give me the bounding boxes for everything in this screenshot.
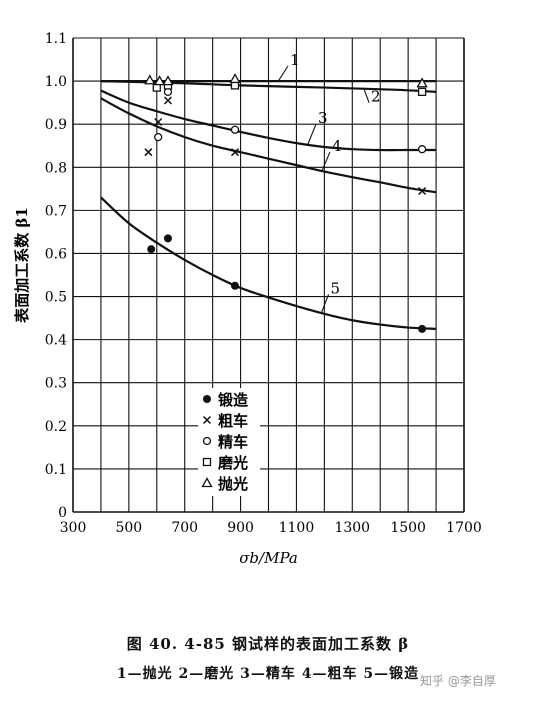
figure-caption-legend: 1—抛光 2—磨光 3—精车 4—粗车 5—锻造 (116, 666, 420, 682)
y-tick-label: 0.6 (45, 246, 67, 262)
cross-stroke (144, 148, 153, 157)
y-tick-label: 0.9 (45, 117, 67, 133)
legend-label: 锻造 (218, 391, 248, 409)
legend-item: 磨光 (202, 454, 248, 472)
cross-stroke (163, 96, 172, 105)
cross-stroke (418, 186, 427, 196)
grid (72, 37, 465, 513)
y-tick-label: 0.7 (45, 203, 67, 219)
marker-dot (163, 234, 172, 243)
marker-dot (230, 281, 239, 290)
curve-label-4: 4 (332, 137, 342, 155)
y-tick-label: 0.5 (45, 290, 67, 306)
marker-triangle (153, 75, 166, 86)
curve-leader-3 (307, 123, 317, 146)
marker-square (417, 87, 427, 97)
marker-dot (147, 245, 156, 254)
curve-label-1: 1 (290, 51, 300, 69)
y-tick-label: 1.0 (45, 74, 67, 90)
cross-stroke (230, 148, 240, 157)
legend-marker-triangle (201, 477, 213, 488)
x-tick-label: 1300 (334, 520, 370, 536)
marker-cross (163, 96, 172, 105)
curve-leader-5 (321, 294, 330, 313)
x-tick-label: 1100 (279, 520, 315, 536)
x-tick-label: 1700 (446, 520, 482, 536)
x-axis-label: σb/MPa (239, 549, 298, 567)
x-tick-label: 700 (171, 520, 198, 536)
marker-cross (154, 117, 163, 127)
marker-circle (417, 145, 427, 154)
legend-marker-circle (202, 436, 212, 446)
legend-item: 锻造 (203, 391, 248, 409)
curve-leader-4 (321, 151, 331, 172)
chart-area: 0 0.1 0.2 0.3 0.4 0.5 0.6 0.7 0.8 0.9 1.0 1.1 300 500… (13, 31, 482, 567)
curve-4 (100, 97, 437, 194)
legend-label: 精车 (218, 433, 248, 451)
curve-leader-1 (277, 65, 289, 82)
legend-marker-cross (202, 415, 212, 425)
marker-circle (154, 132, 163, 142)
tick-labels: 0 0.1 0.2 0.3 0.4 0.5 0.6 0.7 0.8 0.9 1.0 1.1 300 500… (45, 31, 482, 536)
legend-item: 精车 (202, 433, 248, 451)
y-tick-label: 0.3 (45, 376, 67, 392)
y-tick-label: 0.1 (45, 462, 67, 478)
curve-leader-2 (362, 87, 370, 103)
legend-marker-dot (203, 395, 211, 403)
y-axis-label: 表面加工系数 β1 (13, 207, 31, 323)
legend-label: 磨光 (217, 454, 248, 472)
y-tick-label: 0.4 (45, 333, 67, 349)
curve-label-2: 2 (371, 88, 381, 106)
y-tick-label: 1.1 (45, 31, 67, 47)
curve-3 (100, 89, 437, 152)
legend-marker-square (202, 457, 212, 467)
data-markers (144, 73, 428, 333)
x-tick-label: 900 (227, 520, 254, 536)
marker-triangle (144, 74, 156, 85)
x-tick-label: 1500 (390, 520, 426, 536)
x-tick-label: 500 (115, 520, 142, 536)
curves (100, 79, 437, 330)
watermark: 知乎 @李自厚 (420, 674, 496, 688)
curve-label-3: 3 (318, 109, 328, 127)
marker-cross (418, 186, 427, 196)
legend-label: 粗车 (218, 412, 248, 430)
legend-item: 抛光 (201, 475, 248, 493)
marker-cross (230, 148, 240, 157)
y-tick-label: 0 (58, 505, 67, 521)
cross-stroke (154, 117, 163, 127)
x-tick-label: 300 (60, 520, 87, 536)
y-tick-label: 0.8 (45, 160, 67, 176)
legend-label: 抛光 (218, 475, 248, 493)
marker-dot (418, 324, 427, 333)
legend-item: 粗车 (202, 412, 248, 430)
y-tick-label: 0.2 (45, 419, 67, 435)
curve-label-5: 5 (331, 279, 341, 297)
marker-triangle (162, 75, 174, 86)
marker-triangle (229, 73, 241, 84)
curve-5 (100, 196, 437, 330)
marker-triangle (416, 77, 428, 88)
marker-cross (144, 148, 153, 157)
cross-stroke (202, 415, 212, 425)
marker-circle (230, 125, 240, 134)
figure-title: 图 40. 4-85 钢试样的表面加工系数 β (126, 635, 410, 653)
curve-labels: 1 2 34 5 (277, 51, 381, 313)
